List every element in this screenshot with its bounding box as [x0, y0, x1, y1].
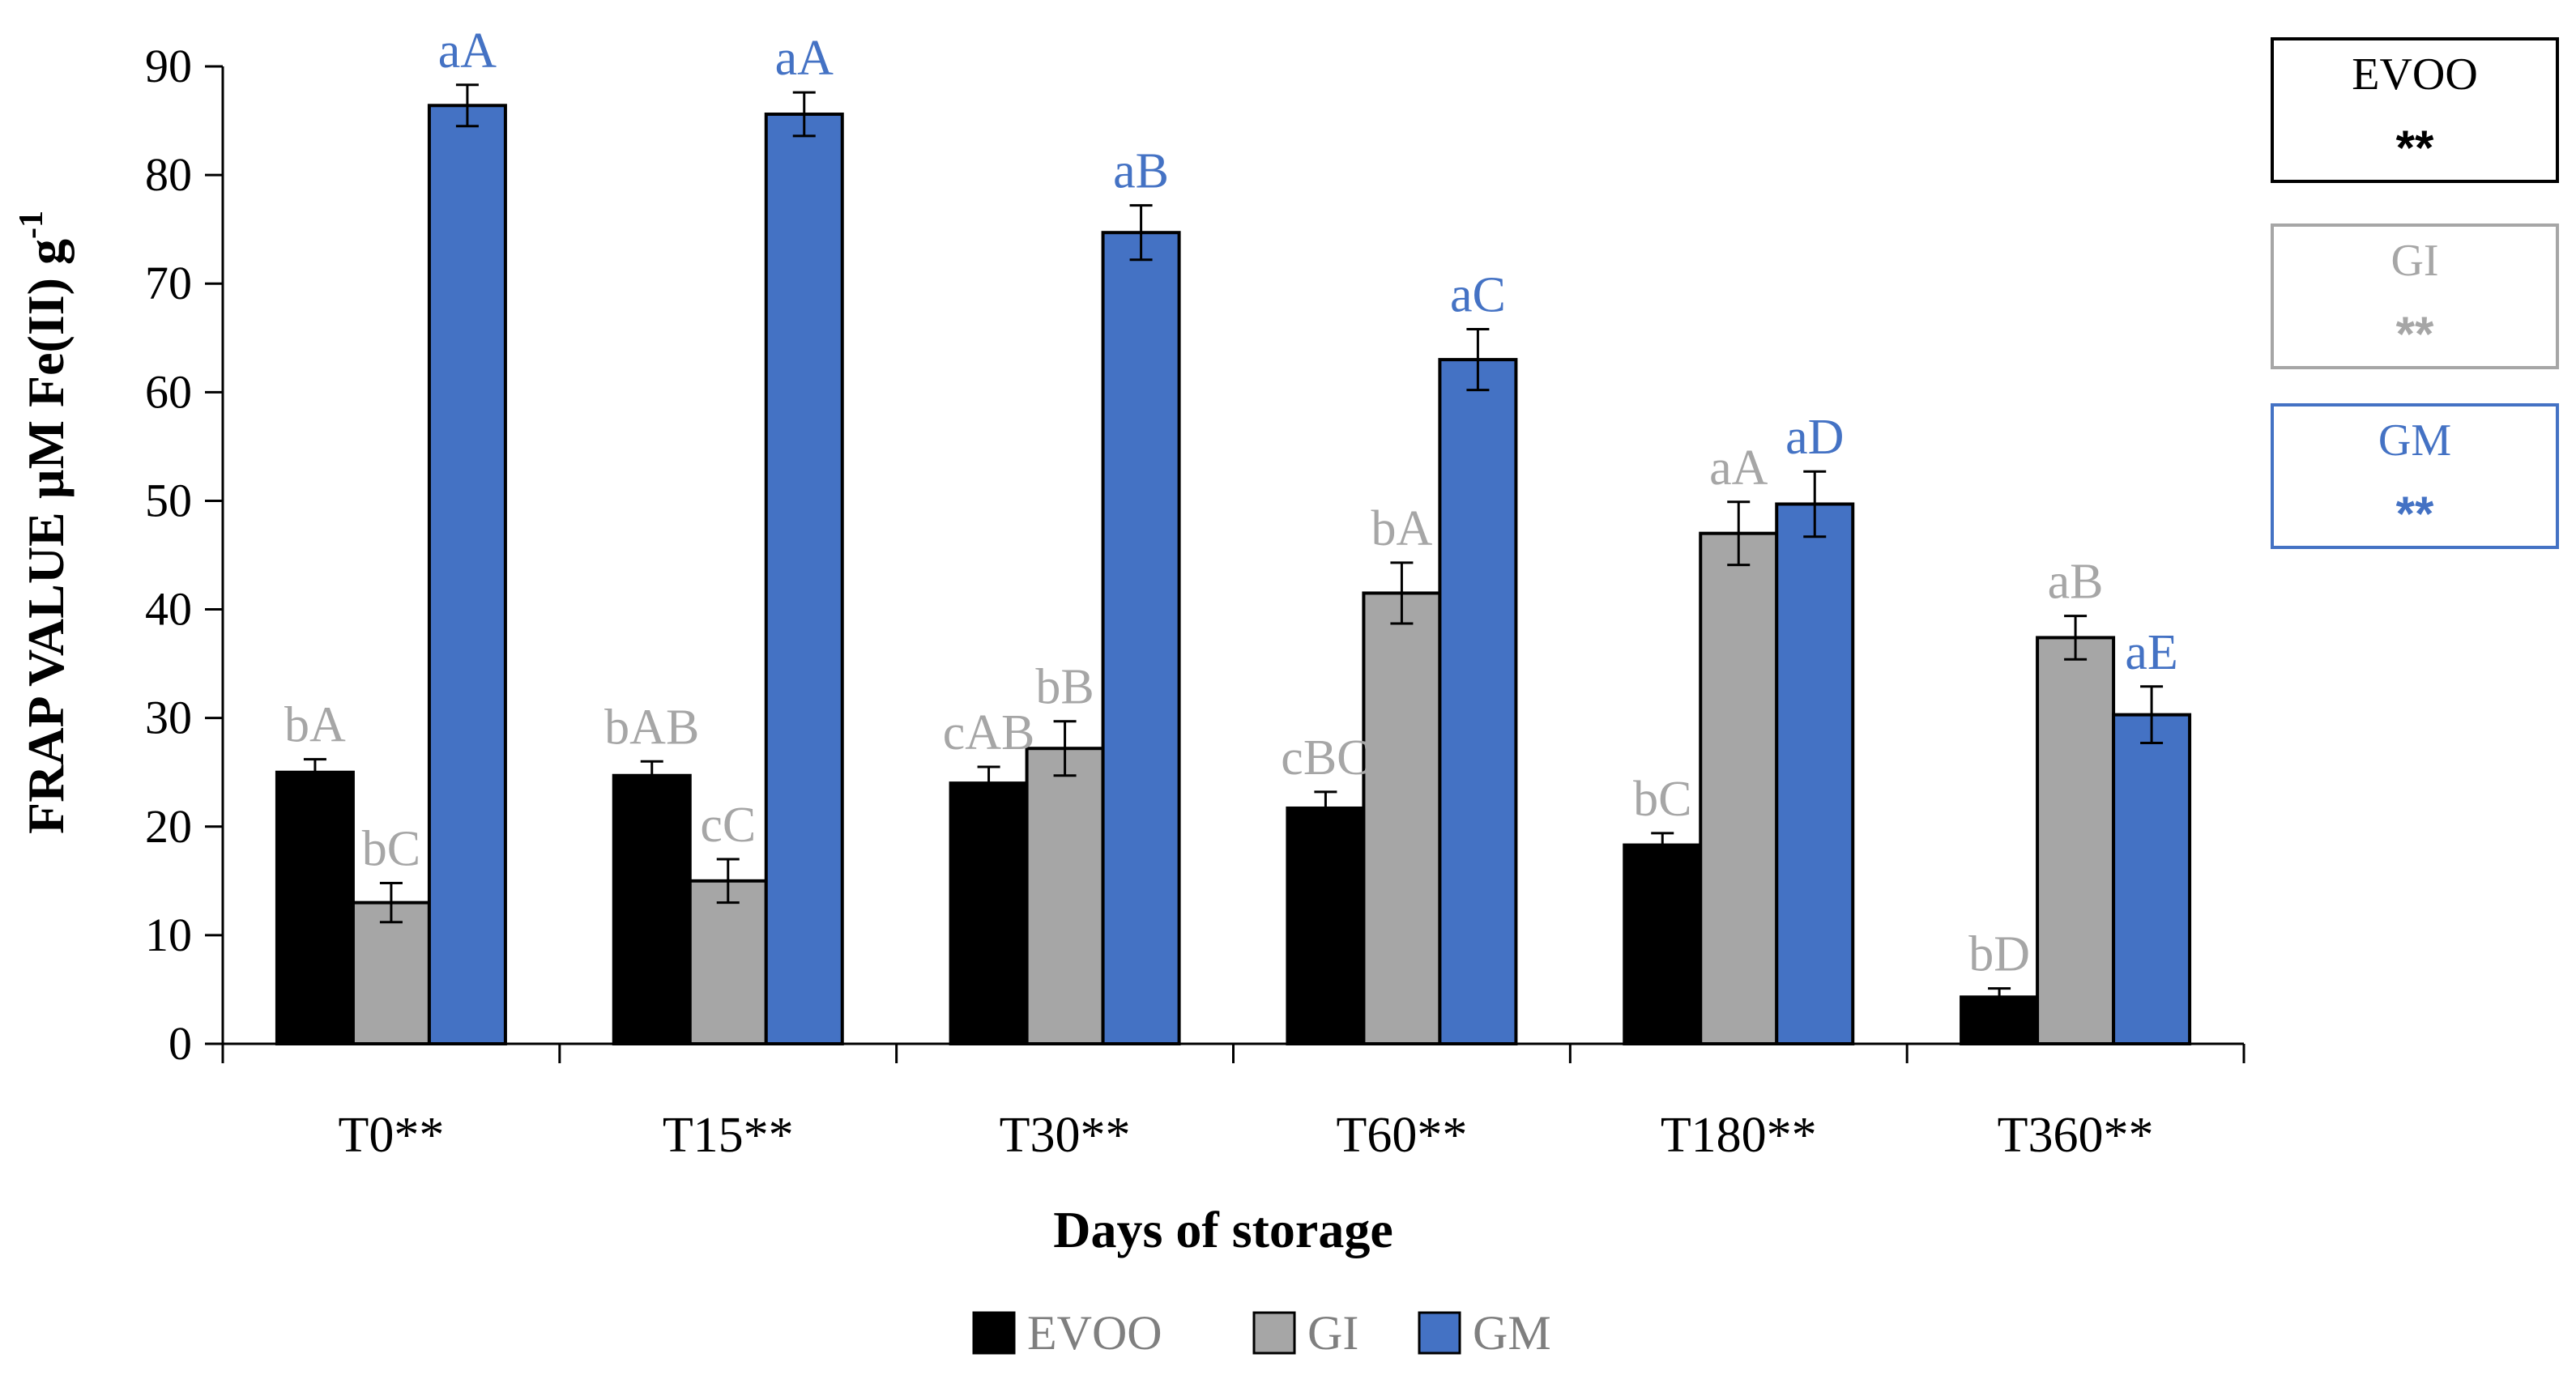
- error-bars-group: [303, 83, 2164, 1007]
- significance-box-gm: [2271, 403, 2559, 549]
- significance-box-title: EVOO: [2352, 49, 2478, 100]
- bar-gi: [1025, 747, 1105, 1045]
- bar-evoo: [612, 773, 692, 1045]
- legend-label-evoo: EVOO: [1027, 1306, 1162, 1360]
- legend-label-gm: GM: [1473, 1306, 1551, 1360]
- x-category-label: T180**: [1661, 1108, 1817, 1163]
- significance-label-evoo: cAB: [943, 705, 1035, 760]
- significance-label-evoo: bC: [1633, 772, 1691, 827]
- bar-gm: [1775, 502, 1855, 1045]
- x-axis-title: Days of storage: [1053, 1201, 1392, 1258]
- significance-box-title: GI: [2390, 236, 2438, 286]
- bar-gm: [1438, 358, 1518, 1046]
- legend: EVOO GI GM: [972, 1306, 1551, 1360]
- bar-gi: [688, 879, 768, 1046]
- bar-gi: [351, 900, 431, 1045]
- bar-gm: [1101, 231, 1181, 1045]
- significance-label-gm: aA: [438, 23, 497, 79]
- bars-group: [275, 104, 2192, 1046]
- bar-evoo: [1286, 806, 1366, 1045]
- y-tick-label: 70: [145, 257, 192, 309]
- y-tick-label: 10: [145, 909, 192, 961]
- x-category-label: T360**: [1998, 1108, 2154, 1163]
- significance-box-stars: **: [2396, 487, 2434, 541]
- x-category-label: T0**: [338, 1108, 444, 1163]
- x-category-label: T30**: [1000, 1108, 1131, 1163]
- significance-label-gi: cC: [700, 798, 756, 853]
- significance-box-evoo: [2271, 37, 2559, 183]
- significance-label-gm: aB: [1113, 144, 1169, 199]
- y-tick-label: 50: [145, 474, 192, 526]
- bar-gi: [1362, 591, 1442, 1045]
- significance-label-gm: aD: [1785, 410, 1844, 465]
- legend-label-gi: GI: [1307, 1306, 1358, 1360]
- significance-label-gi: aA: [1709, 441, 1768, 496]
- significance-box-title: GM: [2378, 415, 2451, 466]
- significance-box-stars: **: [2396, 121, 2434, 175]
- significance-label-gi: aB: [2048, 555, 2104, 610]
- significance-box-stars: **: [2396, 307, 2434, 361]
- significance-label-gm: aA: [775, 31, 834, 86]
- legend-swatch-evoo: [972, 1311, 1016, 1355]
- bar-gi: [2036, 636, 2116, 1045]
- significance-boxes: EVOO ** GI ** GM **: [2271, 37, 2559, 549]
- y-tick-label: 60: [145, 365, 192, 418]
- legend-swatch-gi: [1252, 1311, 1296, 1355]
- significance-label-evoo: cBC: [1281, 730, 1370, 785]
- x-category-label: T15**: [663, 1108, 794, 1163]
- y-tick-label: 80: [145, 148, 192, 201]
- significance-label-gm: aE: [2125, 625, 2177, 680]
- x-category-label: T60**: [1336, 1108, 1467, 1163]
- y-tick-label: 20: [145, 800, 192, 853]
- significance-label-gi: bB: [1035, 660, 1094, 715]
- significance-label-gi: bC: [362, 822, 420, 877]
- bar-gi: [1699, 531, 1779, 1045]
- significance-label-evoo: bD: [1968, 927, 2030, 982]
- bar-gm: [427, 104, 507, 1045]
- significance-label-evoo: bA: [284, 698, 346, 753]
- bar-gm: [2112, 713, 2192, 1045]
- bar-evoo: [1623, 843, 1703, 1045]
- axes-group: 0 10 20 30 40 50 60 70 80 90 T0** T15** T30** T60** T1…: [145, 40, 2245, 1163]
- y-axis-title-superscript: -1: [13, 211, 50, 239]
- y-tick-label: 40: [145, 583, 192, 636]
- significance-box-gi: [2271, 223, 2559, 369]
- bar-gm: [764, 113, 844, 1045]
- y-tick-label: 0: [168, 1017, 192, 1070]
- y-axis-title: FRAP VALUE µM Fe(II) g-1: [13, 211, 75, 834]
- legend-swatch-gm: [1418, 1311, 1461, 1355]
- significance-label-gi: bA: [1371, 501, 1433, 556]
- y-tick-label: 30: [145, 692, 192, 744]
- significance-label-evoo: bAB: [604, 700, 699, 755]
- bar-evoo: [949, 781, 1029, 1046]
- significance-label-gm: aC: [1450, 268, 1506, 323]
- y-axis-title-main: FRAP VALUE µM Fe(II) g: [17, 239, 75, 834]
- bar-evoo: [275, 770, 355, 1045]
- y-tick-label: 90: [145, 40, 192, 92]
